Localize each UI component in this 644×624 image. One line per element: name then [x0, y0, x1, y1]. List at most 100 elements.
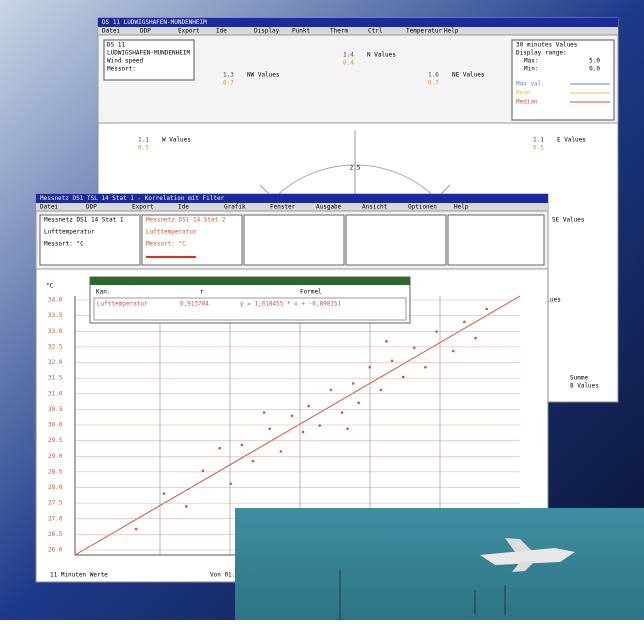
center-value: 2.5 [350, 165, 361, 172]
scatter-point [185, 505, 188, 508]
info-text: DS 11 [107, 42, 125, 49]
footer-text: 8 Values [570, 383, 599, 390]
scatter-point [307, 405, 310, 408]
direction-value: 0.5 [533, 145, 544, 152]
info-text: Messort: [107, 66, 136, 73]
y-tick-label: 26.5 [48, 531, 63, 538]
menu-item: Ansicht [362, 204, 388, 211]
direction-value: 0.5 [138, 145, 149, 152]
panel-text: Messnetz DS1 14 Stat 2 [146, 217, 226, 224]
window-title: DS 11 LUDWIGSHAFEN-MUNDENHEIM [102, 19, 207, 26]
menu-item: Temperatur [406, 28, 443, 35]
direction-label: SE Values [552, 217, 585, 224]
scatter-point [352, 382, 355, 385]
menu-item: Display [254, 28, 280, 35]
menu-item: Therm [330, 28, 348, 35]
cell: 0,913784 [180, 301, 209, 308]
scatter-point [463, 321, 466, 324]
menu-item: Optionen [408, 204, 437, 211]
menu-item: DDP [140, 28, 151, 35]
column-header: Kan. [96, 289, 110, 296]
direction-value: 1.1 [533, 137, 544, 144]
menu-item: Help [454, 204, 469, 211]
menu-item: DDP [86, 204, 97, 211]
scatter-point [424, 366, 427, 369]
panel-text: Lufttemperatur [44, 229, 95, 236]
menu-item: Export [178, 28, 200, 35]
photo [235, 508, 644, 620]
y-tick-label: 32.5 [48, 343, 63, 350]
value: 0.0 [589, 66, 600, 73]
scatter-point [452, 350, 455, 353]
y-tick-label: 27.0 [48, 515, 63, 522]
scatter-point [202, 470, 205, 473]
direction-label: N Values [367, 52, 396, 59]
menu-item: Fenster [270, 204, 296, 211]
y-tick-label: 26.0 [48, 547, 63, 554]
scatter-point [435, 330, 438, 333]
axis-unit: °C [46, 283, 54, 290]
column-header: Formel [300, 289, 322, 296]
scatter-point [380, 389, 383, 392]
screen: DS 11 LUDWIGSHAFEN-MUNDENHEIM Datei DDP Ex… [0, 0, 644, 620]
direction-label: W Values [162, 137, 191, 144]
column-header: r [200, 289, 204, 296]
info-text: LUDWIGSHAFEN-MUNDENHEIM [107, 50, 190, 57]
scatter-point [385, 340, 388, 343]
label: Display range: [516, 50, 567, 57]
y-tick-label: 33.0 [48, 328, 63, 335]
panel-text: Lufttemperatur [146, 229, 197, 236]
menu-item: Export [132, 204, 154, 211]
scatter-point [474, 337, 477, 340]
direction-value: 0.7 [428, 80, 439, 87]
scatter-point [241, 444, 244, 447]
label: Max: [524, 58, 538, 65]
scatter-point [485, 308, 488, 311]
menu-item: Ctrl [368, 28, 383, 35]
status-text: 11 Minuten Werte [50, 572, 108, 579]
y-tick-label: 27.5 [48, 500, 63, 507]
menu-item: Datei [40, 204, 58, 211]
scatter-point [291, 414, 294, 417]
value: 5.0 [589, 58, 600, 65]
scatter-point [163, 492, 166, 495]
cell: Lufttemperatur [97, 301, 148, 308]
menu-item: Help [444, 28, 459, 35]
scatter-point [357, 402, 360, 405]
menu-item: Grafik [224, 204, 246, 211]
panel-text: Messort: °C [44, 241, 84, 248]
direction-value: 0.4 [343, 60, 354, 67]
y-tick-label: 31.0 [48, 390, 63, 397]
label: Min: [524, 66, 538, 73]
scatter-point [330, 389, 333, 392]
scatter-point [318, 424, 321, 427]
window-title: Messnetz DS1 TSL 14 Stat 1 - Korrelation… [40, 195, 225, 202]
scatter-point [252, 460, 255, 463]
direction-label: NW Values [247, 72, 280, 79]
direction-label: E Values [557, 137, 586, 144]
y-tick-label: 33.5 [48, 312, 63, 319]
direction-value: 1.3 [223, 72, 234, 79]
direction-value: 1.6 [428, 72, 439, 79]
scatter-point [413, 347, 416, 350]
scatter-point [229, 482, 232, 485]
direction-label: NE Values [452, 72, 485, 79]
y-tick-label: 32.0 [48, 359, 63, 366]
y-tick-label: 34.0 [48, 297, 63, 304]
y-tick-label: 31.5 [48, 375, 63, 382]
scatter-point [135, 528, 138, 531]
scatter-point [268, 427, 271, 430]
direction-value: 0.7 [223, 80, 234, 87]
y-tick-label: 29.5 [48, 437, 63, 444]
scatter-point [280, 450, 283, 453]
info-text: Wind speed [107, 58, 144, 65]
y-tick-label: 29.0 [48, 453, 63, 460]
y-tick-label: 30.5 [48, 406, 63, 413]
legend-entry: Mean [516, 90, 531, 97]
menu-item: Ide [178, 204, 189, 211]
menu-item: Ide [216, 28, 227, 35]
scatter-point [402, 376, 405, 379]
legend-entry: Max val. [516, 81, 545, 88]
direction-value: 1.4 [343, 52, 354, 59]
